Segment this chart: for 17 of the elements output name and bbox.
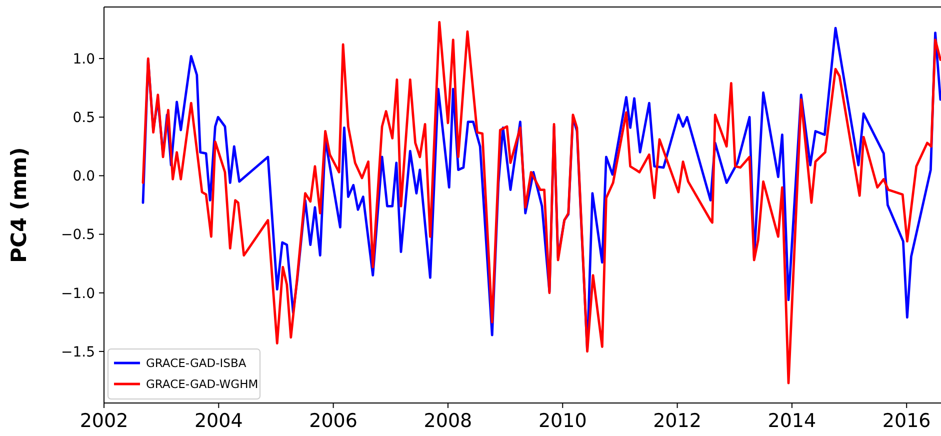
x-tick-label: 2004 (194, 410, 243, 432)
y-tick-label: 1.0 (72, 51, 95, 68)
x-tick-label: 2016 (882, 410, 931, 432)
x-tick-label: 2002 (80, 410, 128, 432)
y-tick-label: 0.0 (72, 168, 95, 185)
x-tick-label: 2010 (538, 410, 587, 432)
y-axis-title: PC4 (mm) (7, 147, 31, 263)
x-tick-label: 2006 (309, 410, 358, 432)
y-tick-label: −1.5 (61, 344, 95, 360)
x-tick-label: 2008 (424, 410, 472, 432)
x-tick-label: 2014 (768, 410, 816, 432)
y-tick-label: 0.5 (72, 110, 95, 126)
y-tick-label: −1.0 (61, 286, 95, 302)
x-tick-label: 2012 (653, 410, 702, 432)
legend-label: GRACE-GAD-ISBA (146, 356, 246, 370)
y-tick-label: −0.5 (61, 227, 95, 244)
legend-label: GRACE-GAD-WGHM (146, 377, 258, 392)
